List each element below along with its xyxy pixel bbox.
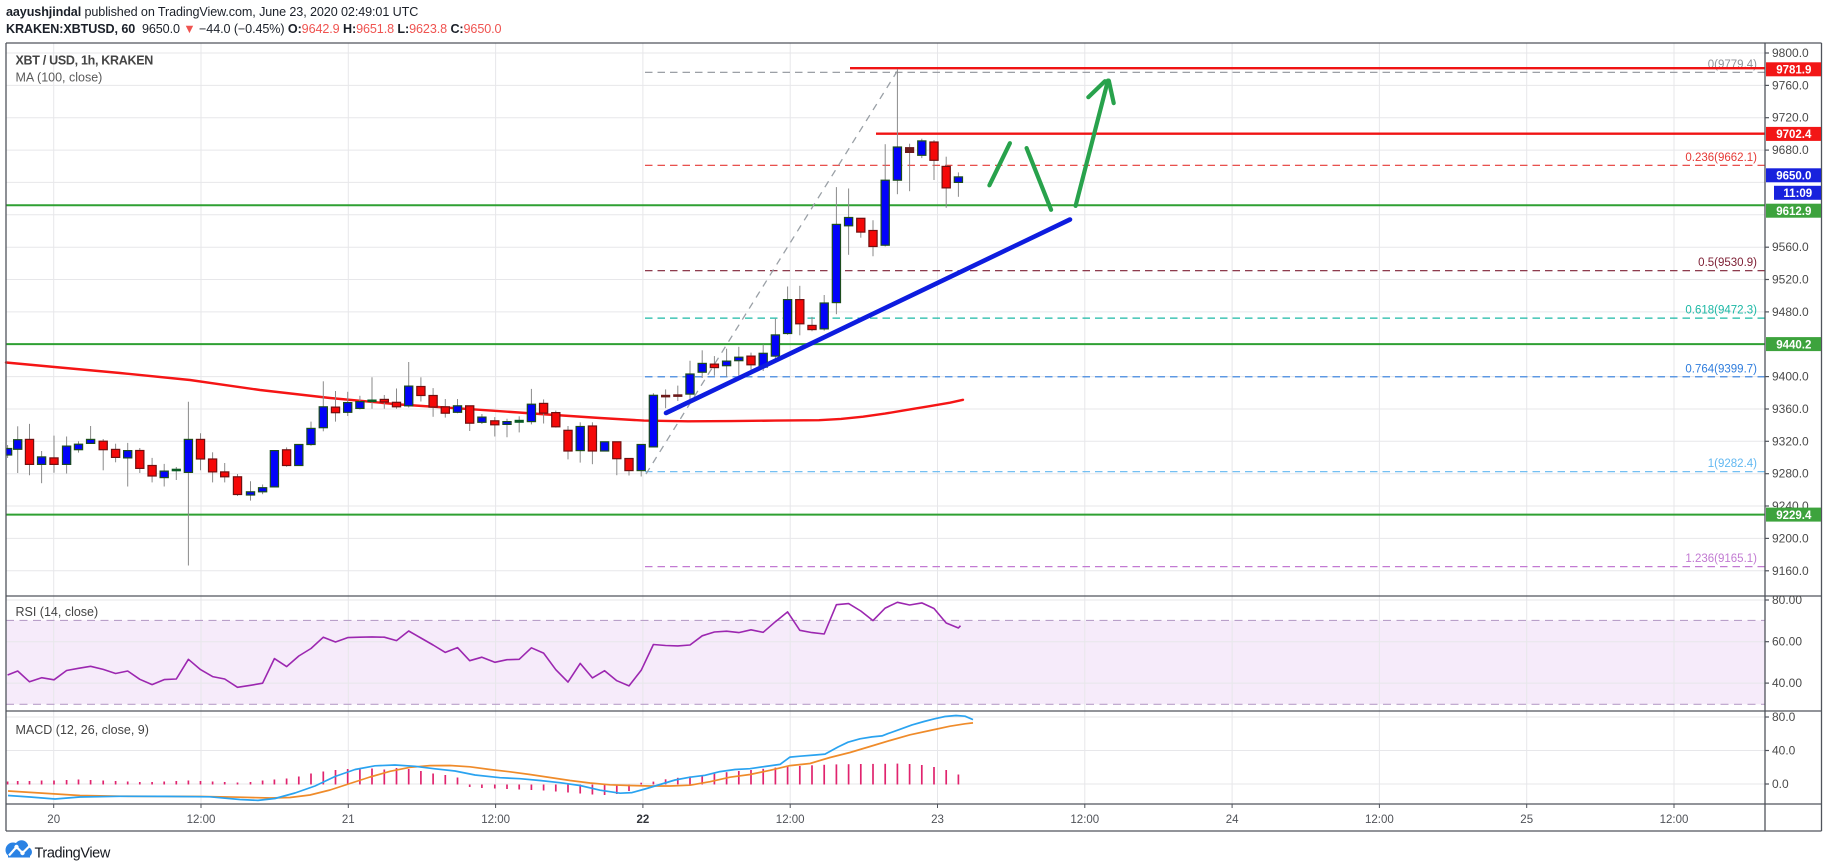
- svg-text:9702.4: 9702.4: [1776, 129, 1812, 141]
- svg-text:0.236(9662.1): 0.236(9662.1): [1685, 152, 1757, 164]
- svg-text:24: 24: [1226, 814, 1239, 826]
- svg-text:9520.0: 9520.0: [1772, 273, 1809, 287]
- svg-text:22: 22: [637, 814, 650, 826]
- svg-text:MACD (12, 26, close, 9): MACD (12, 26, close, 9): [16, 723, 149, 737]
- svg-text:MA (100, close): MA (100, close): [16, 71, 103, 85]
- svg-text:0.0: 0.0: [1772, 777, 1789, 791]
- svg-text:12:00: 12:00: [187, 814, 216, 826]
- svg-text:RSI (14, close): RSI (14, close): [16, 605, 99, 619]
- svg-text:9760.0: 9760.0: [1772, 78, 1809, 92]
- svg-text:80.0: 80.0: [1772, 710, 1796, 724]
- svg-text:12:00: 12:00: [1365, 814, 1394, 826]
- svg-text:9200.0: 9200.0: [1772, 531, 1809, 545]
- svg-text:1(9282.4): 1(9282.4): [1708, 458, 1757, 470]
- svg-text:9650.0: 9650.0: [1776, 171, 1811, 183]
- svg-text:TradingView: TradingView: [35, 846, 111, 862]
- svg-text:40.00: 40.00: [1772, 676, 1802, 690]
- svg-text:9320.0: 9320.0: [1772, 434, 1809, 448]
- svg-text:9160.0: 9160.0: [1772, 564, 1809, 578]
- svg-text:9720.0: 9720.0: [1772, 111, 1809, 125]
- svg-text:0.618(9472.3): 0.618(9472.3): [1685, 305, 1757, 317]
- svg-text:12:00: 12:00: [1660, 814, 1689, 826]
- svg-text:60.00: 60.00: [1772, 635, 1802, 649]
- svg-text:9440.2: 9440.2: [1776, 339, 1811, 351]
- svg-text:40.0: 40.0: [1772, 744, 1796, 758]
- svg-text:9560.0: 9560.0: [1772, 240, 1809, 254]
- svg-text:9781.9: 9781.9: [1776, 65, 1811, 77]
- svg-text:12:00: 12:00: [481, 814, 510, 826]
- svg-text:80.00: 80.00: [1772, 593, 1802, 607]
- svg-text:9400.0: 9400.0: [1772, 370, 1809, 384]
- svg-text:20: 20: [47, 814, 60, 826]
- svg-text:23: 23: [931, 814, 944, 826]
- svg-text:1.236(9165.1): 1.236(9165.1): [1685, 553, 1757, 565]
- svg-text:XBT / USD, 1h, KRAKEN: XBT / USD, 1h, KRAKEN: [16, 54, 154, 68]
- svg-text:12:00: 12:00: [1070, 814, 1099, 826]
- svg-text:9360.0: 9360.0: [1772, 402, 1809, 416]
- svg-text:11:09: 11:09: [1783, 188, 1812, 200]
- svg-text:0.764(9399.7): 0.764(9399.7): [1685, 363, 1757, 375]
- svg-text:12:00: 12:00: [776, 814, 805, 826]
- svg-text:9280.0: 9280.0: [1772, 467, 1809, 481]
- svg-text:25: 25: [1520, 814, 1533, 826]
- svg-text:9229.4: 9229.4: [1776, 510, 1812, 522]
- svg-text:21: 21: [342, 814, 355, 826]
- svg-text:9480.0: 9480.0: [1772, 305, 1809, 319]
- svg-text:0.5(9530.9): 0.5(9530.9): [1698, 257, 1757, 269]
- svg-text:9680.0: 9680.0: [1772, 143, 1809, 157]
- svg-text:9800.0: 9800.0: [1772, 46, 1809, 60]
- svg-text:9612.9: 9612.9: [1776, 206, 1811, 218]
